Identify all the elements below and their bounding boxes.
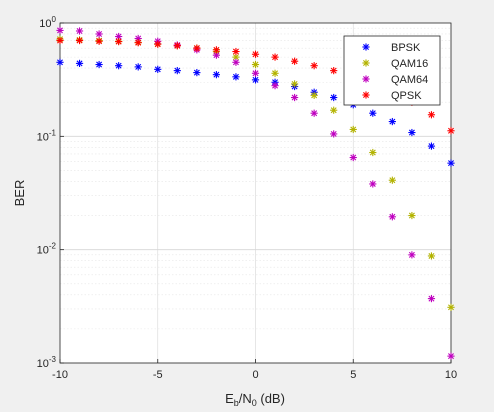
- data-point-bpsk: [212, 71, 220, 79]
- axis-ticks: -10 -5 0 5 10 10-3 10-2 10-1 100: [37, 15, 458, 381]
- x-tick-label: 5: [350, 369, 356, 381]
- legend-label-qam64: QAM64: [391, 74, 428, 86]
- legend-box: [343, 35, 441, 106]
- data-point-qpsk: [115, 38, 123, 46]
- data-point-qam64: [271, 82, 279, 90]
- data-point-qam64: [291, 93, 299, 102]
- data-point-qam16: [388, 176, 396, 184]
- data-point-qpsk: [310, 62, 318, 70]
- data-point-bpsk: [75, 59, 84, 68]
- data-point-qpsk: [232, 47, 240, 56]
- data-point-qam64: [349, 153, 357, 162]
- data-point-qam16: [291, 80, 299, 88]
- y-tick-label: 10-2: [37, 242, 57, 257]
- data-point-bpsk: [369, 109, 377, 117]
- data-point-qpsk: [56, 36, 64, 45]
- data-point-bpsk: [330, 93, 338, 102]
- data-point-qam16: [251, 60, 260, 69]
- data-point-bpsk: [251, 76, 260, 84]
- data-point-bpsk: [134, 63, 142, 71]
- x-tick-label: 10: [445, 369, 457, 381]
- data-point-bpsk: [115, 62, 123, 70]
- data-point-qam16: [310, 91, 318, 99]
- data-point-qam16: [408, 211, 416, 220]
- data-points: [56, 26, 455, 360]
- legend: BPSK QAM16 QAM64 QPSK: [343, 35, 441, 106]
- legend-label-qam16: QAM16: [391, 58, 428, 70]
- data-point-qam64: [95, 30, 103, 38]
- data-point-bpsk: [193, 69, 201, 77]
- x-tick-label: 0: [252, 369, 258, 381]
- data-point-qpsk: [95, 37, 103, 45]
- data-point-qpsk: [330, 67, 338, 75]
- data-point-qam64: [56, 26, 64, 35]
- data-point-qpsk: [134, 39, 142, 47]
- legend-label-bpsk: BPSK: [391, 42, 421, 54]
- data-point-qam16: [447, 303, 455, 311]
- data-point-qpsk: [75, 36, 84, 45]
- legend-marker-qam16: [362, 59, 370, 67]
- data-point-qam64: [75, 27, 84, 35]
- data-point-bpsk: [388, 117, 396, 126]
- x-axis-label: Eb/N0 (dB): [225, 391, 285, 408]
- data-point-qam64: [330, 130, 338, 138]
- y-tick-label: 100: [39, 15, 56, 30]
- data-point-qam16: [427, 252, 436, 260]
- data-point-qpsk: [447, 127, 455, 135]
- data-point-qam64: [251, 69, 260, 77]
- data-point-qam64: [388, 213, 396, 221]
- legend-marker-qpsk: [362, 91, 370, 99]
- data-point-qam64: [427, 295, 436, 303]
- data-point-bpsk: [447, 159, 455, 167]
- x-tick-label: -5: [153, 369, 163, 381]
- data-point-qam16: [369, 148, 377, 157]
- data-point-qpsk: [271, 53, 279, 61]
- data-point-qam64: [447, 352, 455, 360]
- x-tick-label: -10: [52, 369, 68, 381]
- data-point-bpsk: [154, 65, 162, 73]
- data-point-qam64: [408, 251, 416, 259]
- data-point-bpsk: [173, 67, 181, 75]
- data-point-qam64: [232, 58, 240, 66]
- y-tick-label: 10-3: [37, 355, 57, 370]
- data-point-bpsk: [232, 73, 240, 81]
- data-point-qpsk: [154, 40, 162, 48]
- data-point-qpsk: [291, 57, 299, 65]
- data-point-qam16: [271, 69, 279, 77]
- data-point-bpsk: [427, 142, 436, 150]
- data-point-bpsk: [56, 58, 64, 66]
- data-point-bpsk: [408, 128, 416, 137]
- legend-label-qpsk: QPSK: [391, 90, 422, 102]
- data-point-qam16: [349, 125, 357, 134]
- y-tick-label: 10-1: [37, 128, 57, 143]
- data-point-qpsk: [427, 111, 436, 119]
- data-point-qpsk: [193, 44, 201, 52]
- data-point-qam64: [310, 109, 318, 117]
- data-point-bpsk: [95, 60, 103, 69]
- y-axis-label: BER: [12, 180, 27, 207]
- legend-marker-qam64: [362, 75, 370, 83]
- data-point-qpsk: [173, 42, 181, 50]
- data-point-qam64: [369, 180, 377, 188]
- data-point-qpsk: [212, 46, 220, 54]
- data-point-qpsk: [251, 50, 260, 58]
- legend-marker-bpsk: [362, 43, 370, 51]
- data-point-qam16: [330, 106, 338, 114]
